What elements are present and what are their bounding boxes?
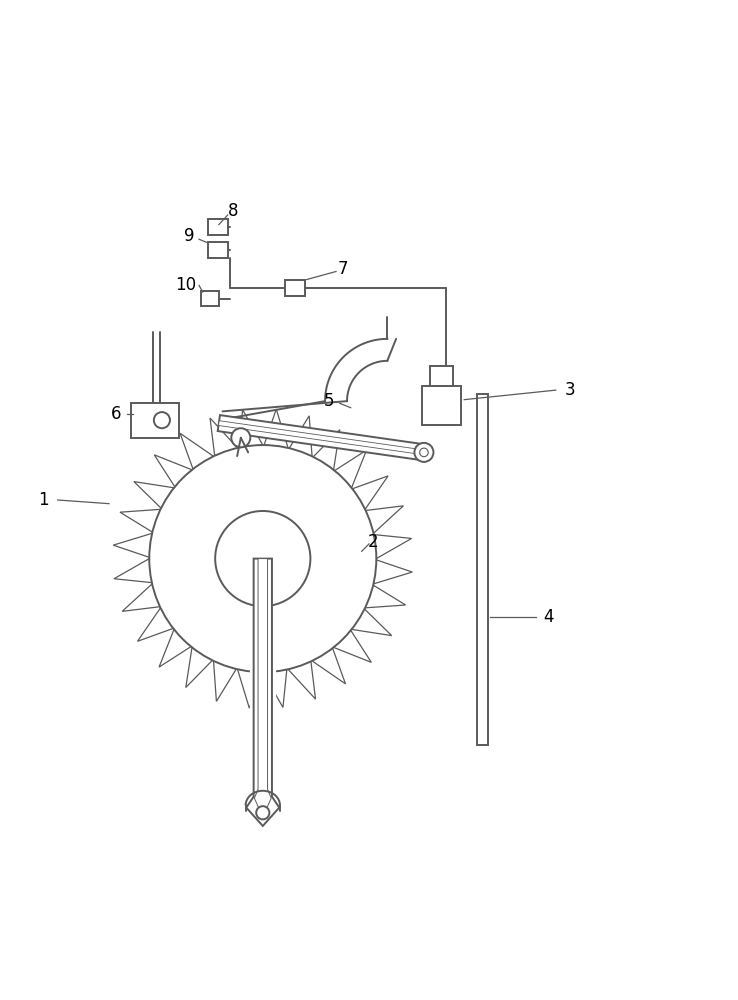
Polygon shape — [137, 608, 173, 641]
Bar — [285, 280, 306, 296]
Polygon shape — [264, 409, 288, 448]
Polygon shape — [365, 585, 406, 608]
Circle shape — [215, 511, 311, 606]
Polygon shape — [218, 421, 424, 455]
Polygon shape — [246, 559, 279, 826]
Polygon shape — [334, 630, 371, 662]
Text: 9: 9 — [184, 227, 195, 245]
Polygon shape — [210, 418, 238, 456]
Circle shape — [256, 806, 269, 819]
Polygon shape — [263, 670, 287, 707]
Bar — [208, 219, 228, 235]
Polygon shape — [186, 647, 213, 687]
Bar — [430, 366, 453, 386]
Polygon shape — [218, 415, 425, 460]
Circle shape — [154, 412, 170, 428]
Text: 1: 1 — [38, 491, 49, 509]
Polygon shape — [289, 416, 312, 456]
Bar — [422, 386, 461, 425]
Polygon shape — [288, 661, 316, 699]
Polygon shape — [134, 482, 174, 508]
Text: 3: 3 — [565, 381, 576, 399]
Polygon shape — [373, 535, 412, 559]
Polygon shape — [113, 533, 152, 557]
Text: 8: 8 — [228, 202, 239, 220]
Polygon shape — [159, 629, 191, 667]
Polygon shape — [238, 669, 261, 708]
Bar — [250, 559, 275, 833]
Text: 10: 10 — [176, 276, 196, 294]
Circle shape — [104, 400, 421, 718]
Bar — [208, 242, 228, 258]
Polygon shape — [154, 455, 192, 487]
Polygon shape — [239, 410, 263, 448]
Circle shape — [415, 443, 433, 462]
Polygon shape — [123, 584, 160, 611]
Polygon shape — [351, 609, 392, 636]
Polygon shape — [114, 559, 152, 583]
Bar — [131, 403, 179, 438]
Polygon shape — [213, 661, 236, 701]
Polygon shape — [120, 509, 160, 532]
Text: 6: 6 — [111, 405, 122, 423]
Text: 5: 5 — [323, 392, 334, 410]
Polygon shape — [180, 433, 213, 469]
Circle shape — [149, 445, 376, 672]
Polygon shape — [312, 648, 345, 684]
Text: 4: 4 — [543, 608, 554, 626]
Polygon shape — [334, 450, 367, 488]
Circle shape — [420, 448, 428, 457]
Polygon shape — [313, 430, 339, 470]
Polygon shape — [255, 559, 272, 817]
Bar — [477, 394, 489, 745]
Polygon shape — [365, 506, 404, 533]
Polygon shape — [352, 476, 388, 509]
Bar — [201, 291, 219, 306]
Text: 2: 2 — [368, 533, 378, 551]
Circle shape — [231, 428, 250, 447]
Polygon shape — [373, 560, 413, 584]
Text: 7: 7 — [338, 260, 348, 278]
